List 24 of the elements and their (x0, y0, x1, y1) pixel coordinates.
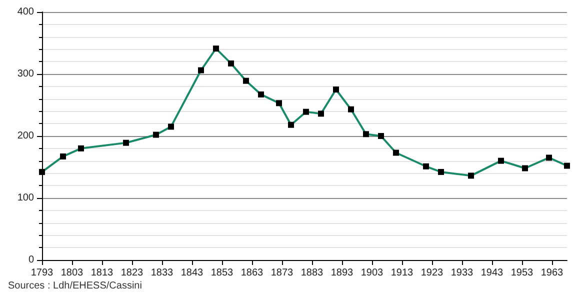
y-tick-label: 400 (17, 6, 34, 18)
y-tick-label: 100 (17, 192, 34, 204)
y-tick-label: 300 (17, 68, 34, 80)
x-tick-label: 1823 (120, 268, 144, 278)
x-tick-label: 1793 (30, 268, 54, 278)
x-tick-label: 1933 (450, 268, 474, 278)
x-tick-label: 1863 (240, 268, 264, 278)
x-tick-label: 1853 (210, 268, 234, 278)
x-tick-label: 1893 (330, 268, 354, 278)
x-tick-label: 1943 (480, 268, 504, 278)
x-tick-label: 1963 (540, 268, 564, 278)
x-tick-label: 1883 (300, 268, 324, 278)
y-tick-label: 0 (28, 254, 34, 266)
x-tick-label: 1953 (510, 268, 534, 278)
x-tick-label: 1833 (150, 268, 174, 278)
x-tick-label: 1803 (60, 268, 84, 278)
x-tick-label: 1903 (360, 268, 384, 278)
x-tick-label: 1913 (390, 268, 414, 278)
x-tick-label: 1923 (420, 268, 444, 278)
x-tick-label: 1813 (90, 268, 114, 278)
x-tick-label: 1843 (180, 268, 204, 278)
y-tick-label: 200 (17, 130, 34, 142)
x-tick-label: 1873 (270, 268, 294, 278)
source-note: Sources : Ldh/EHESS/Cassini (8, 280, 142, 292)
